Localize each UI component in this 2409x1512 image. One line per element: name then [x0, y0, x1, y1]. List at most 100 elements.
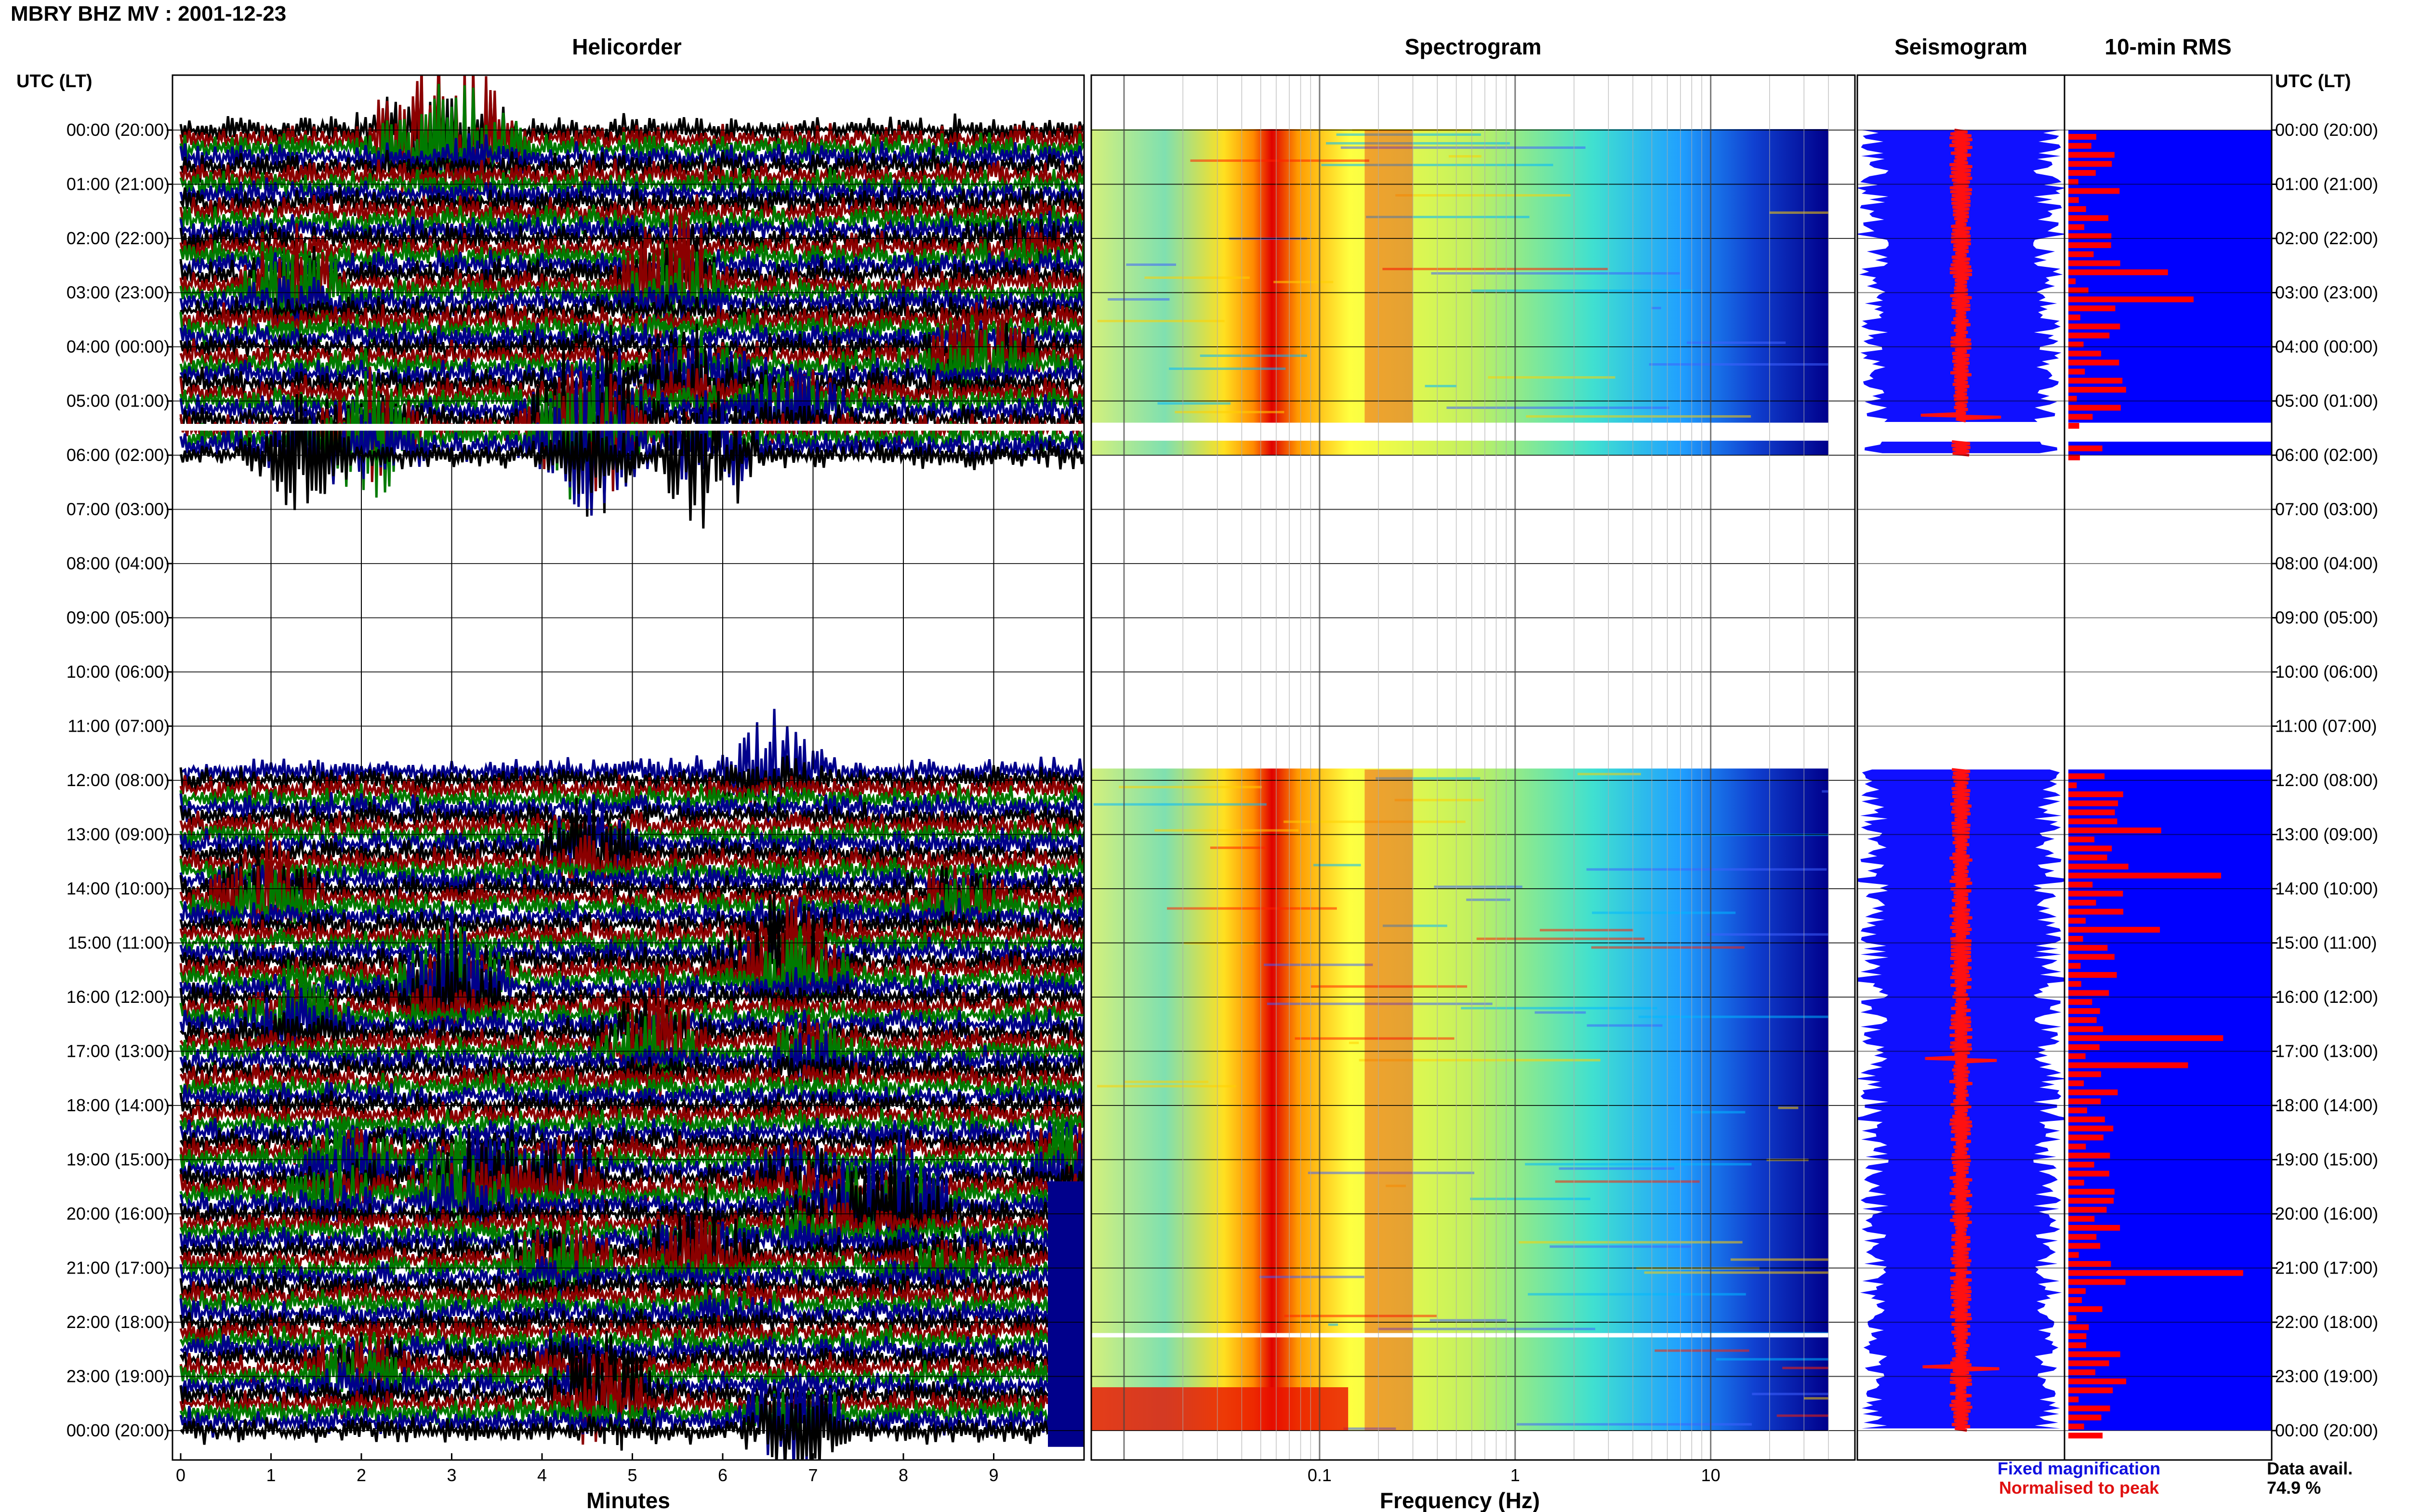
y-tick-label-right: 00:00 (20:00) [2275, 120, 2378, 140]
helicorder-trace [179, 302, 1084, 336]
x-axis-label-frequency: Frequency (Hz) [1380, 1488, 1540, 1512]
spectrogram-streak [1476, 937, 1645, 940]
rms-normalised-bar [2068, 1279, 2126, 1285]
rms-normalised-bar [2068, 855, 2107, 861]
spectrogram-streak [1313, 864, 1361, 867]
spectrogram-streak [1097, 320, 1225, 322]
y-tick-label-left: 08:00 (04:00) [66, 553, 170, 573]
rms-normalised-bar [2068, 242, 2111, 248]
rms-normalised-bar [2068, 342, 2084, 348]
spectrogram-streak [1822, 790, 1828, 793]
y-tick-label-right: 21:00 (17:00) [2275, 1258, 2378, 1278]
spectrogram-streak [1200, 355, 1307, 357]
helicorder-trace [180, 1394, 1084, 1460]
y-tick-label-left: 03:00 (23:00) [66, 283, 170, 302]
rms-normalised-bar [2068, 1144, 2086, 1150]
y-tick-label-left: 01:00 (21:00) [66, 174, 170, 194]
rms-normalised-bar [2068, 782, 2077, 789]
y-tick-label-left: 06:00 (02:00) [66, 445, 170, 465]
spectrogram-streak [1343, 1427, 1396, 1430]
spectrogram-streak [1591, 946, 1745, 949]
helicorder-trace [179, 798, 1084, 904]
y-tick-label-right: 23:00 (19:00) [2275, 1367, 2378, 1386]
x-tick-label-frequency: 10 [1701, 1465, 1721, 1485]
helicorder-trace [179, 215, 1084, 261]
rms-normalised-bar [2068, 1297, 2082, 1303]
rms-normalised-bar [2068, 1225, 2120, 1231]
spectrogram-streak [1651, 307, 1661, 309]
y-tick-label-left: 19:00 (15:00) [66, 1150, 170, 1170]
y-tick-label-right: 06:00 (02:00) [2275, 445, 2378, 465]
spectrogram-streak [1470, 1197, 1590, 1200]
y-tick-label-left: 07:00 (03:00) [66, 500, 170, 519]
spectrogram-streak [1516, 1423, 1752, 1426]
spectrogram-title: Spectrogram [1404, 34, 1542, 59]
y-tick-label-left: 21:00 (17:00) [66, 1258, 170, 1278]
rms-normalised-bar [2068, 395, 2077, 402]
spectrogram-streak [1526, 415, 1751, 418]
y-tick-label-right: 01:00 (21:00) [2275, 174, 2378, 194]
spectrogram-streak [1577, 773, 1641, 776]
spectrogram-streak [1687, 342, 1786, 344]
helicorder-trace [179, 158, 1084, 191]
spectrogram-streak [1488, 376, 1615, 379]
y-tick-label-left: 09:00 (05:00) [66, 608, 170, 628]
x-tick-label-minutes: 5 [627, 1465, 637, 1485]
rms-normalised-bar [2068, 179, 2078, 185]
y-tick-label-right: 19:00 (15:00) [2275, 1150, 2378, 1170]
rms-normalised-bar [2068, 197, 2079, 203]
spectrogram-streak [1267, 1002, 1493, 1005]
rms-normalised-bar [2068, 1270, 2243, 1276]
spectrogram-image [1091, 129, 1828, 1431]
helicorder-trace [179, 296, 1084, 411]
spectrogram-streak [1126, 263, 1176, 266]
spectrogram-streak [1587, 1024, 1663, 1027]
rms-normalised-bar [2068, 387, 2126, 393]
helicorder-trace [179, 1197, 1084, 1248]
spectrogram-streak [1752, 1393, 1828, 1395]
rms-normalised-bar [2068, 999, 2092, 1005]
rms-normalised-bar [2068, 315, 2080, 320]
rms-normalised-bar [2068, 864, 2129, 869]
rms-normalised-bar [2068, 954, 2115, 960]
spectrogram-streak [1310, 985, 1468, 988]
rms-normalised-bar [2068, 278, 2076, 284]
y-tick-label-left: 18:00 (14:00) [66, 1095, 170, 1115]
spectrogram-streak [1555, 1180, 1700, 1183]
spectrogram-streak [1154, 829, 1299, 832]
spectrogram-streak [1776, 1414, 1828, 1417]
helicorder-trace [179, 906, 1084, 953]
helicorder-trace [179, 1081, 1084, 1111]
helicorder-trace [179, 960, 1084, 1066]
spectrogram-streak [1284, 820, 1466, 823]
x-tick-label-minutes: 4 [537, 1465, 547, 1485]
rms-normalised-bar [2068, 1189, 2115, 1195]
y-tick-label-left: 00:00 (20:00) [66, 120, 170, 140]
spectrogram-streak [1190, 159, 1369, 162]
rms-normalised-bar [2068, 990, 2109, 996]
helicorder-trace-block [1048, 1181, 1084, 1447]
helicorder-trace [179, 810, 1084, 841]
spectrogram-streak [1308, 1171, 1474, 1174]
rms-normalised-bar [2068, 972, 2117, 978]
helicorder-trace [179, 1062, 1084, 1094]
seismogram-normalised-trace [1951, 440, 1971, 457]
spectrogram-streak [1382, 924, 1447, 927]
x-tick-label-minutes: 8 [899, 1465, 908, 1485]
y-tick-label-right: 22:00 (18:00) [2275, 1312, 2378, 1332]
helicorder-gap-line [172, 424, 1084, 431]
rms-normalised-bar [2068, 1288, 2086, 1294]
helicorder-trace [179, 1091, 1084, 1122]
rms-normalised-bar [2068, 1117, 2105, 1122]
page-title: MBRY BHZ MV : 2001-12-23 [11, 2, 287, 26]
rms-normalised-bar [2068, 378, 2123, 384]
x-tick-label-frequency: 1 [1510, 1465, 1520, 1485]
helicorder-trace [179, 184, 1084, 219]
spectrogram-streak [1263, 963, 1373, 966]
rms-normalised-bar [2068, 1234, 2097, 1240]
spectrogram-streak [1359, 1059, 1601, 1062]
spectrogram-streak [1366, 216, 1530, 218]
y-tick-label-left: 11:00 (07:00) [68, 716, 170, 736]
legend-fixed-magnification: Fixed magnification [1997, 1459, 2161, 1478]
helicorder-trace [179, 276, 1084, 333]
